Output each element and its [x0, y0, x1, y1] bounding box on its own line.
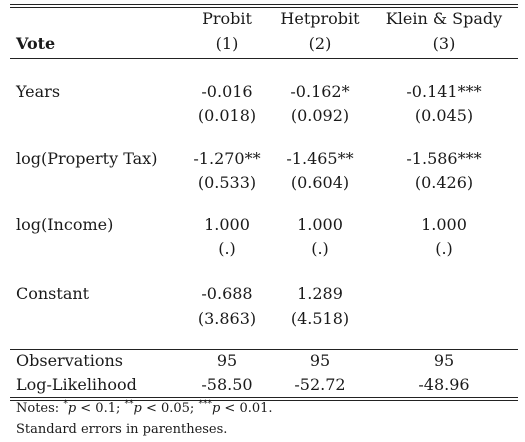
- stat-label-observations: Observations: [16, 351, 123, 370]
- row-label-constant: Constant: [16, 284, 90, 303]
- coef-cell: 1.000: [204, 215, 250, 234]
- sig2-stars: **: [124, 399, 134, 410]
- bottom-rule-2: [10, 400, 518, 401]
- se-cell: (.): [311, 239, 329, 258]
- se-cell: (0.018): [197, 106, 257, 125]
- coef-cell: 1.000: [297, 215, 343, 234]
- row-label-property-tax: log(Property Tax): [16, 149, 158, 168]
- se-cell: (0.604): [290, 173, 350, 192]
- stat-cell: 95: [433, 351, 455, 370]
- coef-cell: -1.586***: [406, 149, 482, 168]
- sig3-threshold: < 0.01.: [220, 401, 273, 416]
- sig2-p: p: [133, 401, 142, 416]
- stat-cell: -58.50: [201, 375, 253, 394]
- notes-prefix: Notes:: [16, 401, 60, 416]
- sig3-stars: ***: [198, 399, 212, 410]
- row-label-income: log(Income): [16, 215, 114, 234]
- coef-cell: -1.465**: [286, 149, 354, 168]
- se-cell: (.): [218, 239, 236, 258]
- se-cell: (.): [435, 239, 453, 258]
- se-cell: (3.863): [197, 309, 257, 328]
- se-cell: (0.092): [290, 106, 350, 125]
- se-cell: (4.518): [290, 309, 350, 328]
- dependent-variable: Vote: [16, 34, 56, 53]
- sig1-threshold: < 0.1;: [76, 401, 121, 416]
- se-cell: (0.426): [414, 173, 474, 192]
- sig3-p: p: [211, 401, 221, 416]
- col3-model: Klein & Spady: [385, 9, 503, 28]
- col3-number: (3): [432, 34, 456, 53]
- coef-cell: -0.141***: [406, 82, 482, 101]
- top-rule-1: [10, 4, 518, 5]
- se-cell: (0.045): [414, 106, 474, 125]
- sig1-stars: *: [63, 399, 68, 410]
- row-label-years: Years: [16, 82, 61, 101]
- coef-cell: -0.162*: [290, 82, 350, 101]
- sig1-p: p: [67, 401, 77, 416]
- stat-cell: 95: [309, 351, 331, 370]
- notes-significance: Notes: *p < 0.1; **p < 0.05; ***p < 0.01…: [16, 399, 273, 417]
- coef-cell: -0.688: [201, 284, 253, 303]
- notes-standard-errors: Standard errors in parentheses.: [16, 422, 228, 437]
- stat-cell: -48.96: [418, 375, 470, 394]
- coef-cell: 1.289: [297, 284, 343, 303]
- bottom-rule-1: [10, 397, 518, 398]
- col1-number: (1): [215, 34, 239, 53]
- coef-cell: 1.000: [421, 215, 467, 234]
- stat-cell: 95: [216, 351, 238, 370]
- stat-label-log-likelihood: Log-Likelihood: [16, 375, 137, 394]
- stat-cell: -52.72: [294, 375, 346, 394]
- col2-number: (2): [308, 34, 332, 53]
- col1-model: Probit: [202, 9, 252, 28]
- sig2-threshold: < 0.05;: [141, 401, 195, 416]
- se-cell: (0.533): [197, 173, 257, 192]
- top-rule-2: [10, 7, 518, 8]
- col2-model: Hetprobit: [280, 9, 360, 28]
- coef-cell: -1.270**: [193, 149, 261, 168]
- stats-rule: [10, 349, 518, 350]
- header-rule: [10, 58, 518, 59]
- coef-cell: -0.016: [201, 82, 253, 101]
